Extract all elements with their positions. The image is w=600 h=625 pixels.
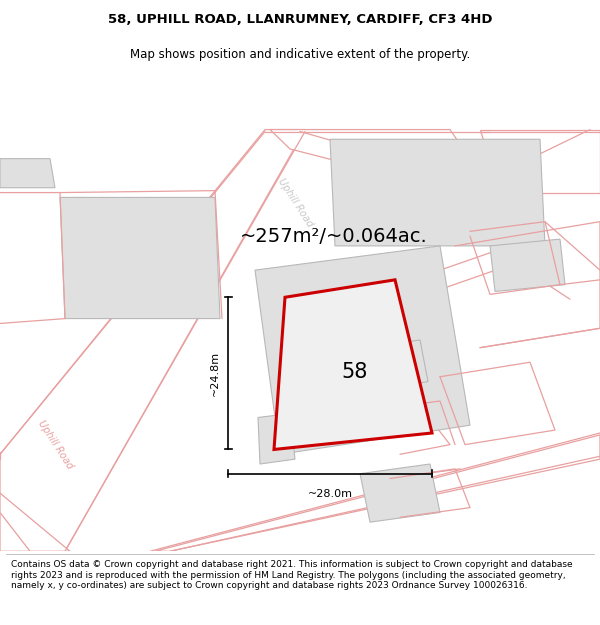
Text: Map shows position and indicative extent of the property.: Map shows position and indicative extent… xyxy=(130,48,470,61)
Polygon shape xyxy=(330,139,545,246)
Polygon shape xyxy=(274,280,432,449)
Polygon shape xyxy=(0,159,55,188)
Polygon shape xyxy=(0,129,305,551)
Polygon shape xyxy=(0,493,70,551)
Text: 58, UPHILL ROAD, LLANRUMNEY, CARDIFF, CF3 4HD: 58, UPHILL ROAD, LLANRUMNEY, CARDIFF, CF… xyxy=(108,12,492,26)
Text: Uphill Road: Uphill Road xyxy=(35,419,74,471)
Polygon shape xyxy=(360,464,440,522)
Polygon shape xyxy=(255,246,470,454)
Text: Uphill Road: Uphill Road xyxy=(275,176,314,228)
Text: ~24.8m: ~24.8m xyxy=(210,351,220,396)
Text: ~28.0m: ~28.0m xyxy=(308,489,353,499)
Text: Contains OS data © Crown copyright and database right 2021. This information is : Contains OS data © Crown copyright and d… xyxy=(11,560,572,590)
Polygon shape xyxy=(370,340,428,389)
Polygon shape xyxy=(155,435,600,551)
Polygon shape xyxy=(60,198,220,319)
Text: ~257m²/~0.064ac.: ~257m²/~0.064ac. xyxy=(240,227,428,246)
Text: 58: 58 xyxy=(342,362,368,382)
Polygon shape xyxy=(258,414,295,464)
Polygon shape xyxy=(270,129,480,192)
Polygon shape xyxy=(480,129,600,192)
Polygon shape xyxy=(490,239,565,291)
